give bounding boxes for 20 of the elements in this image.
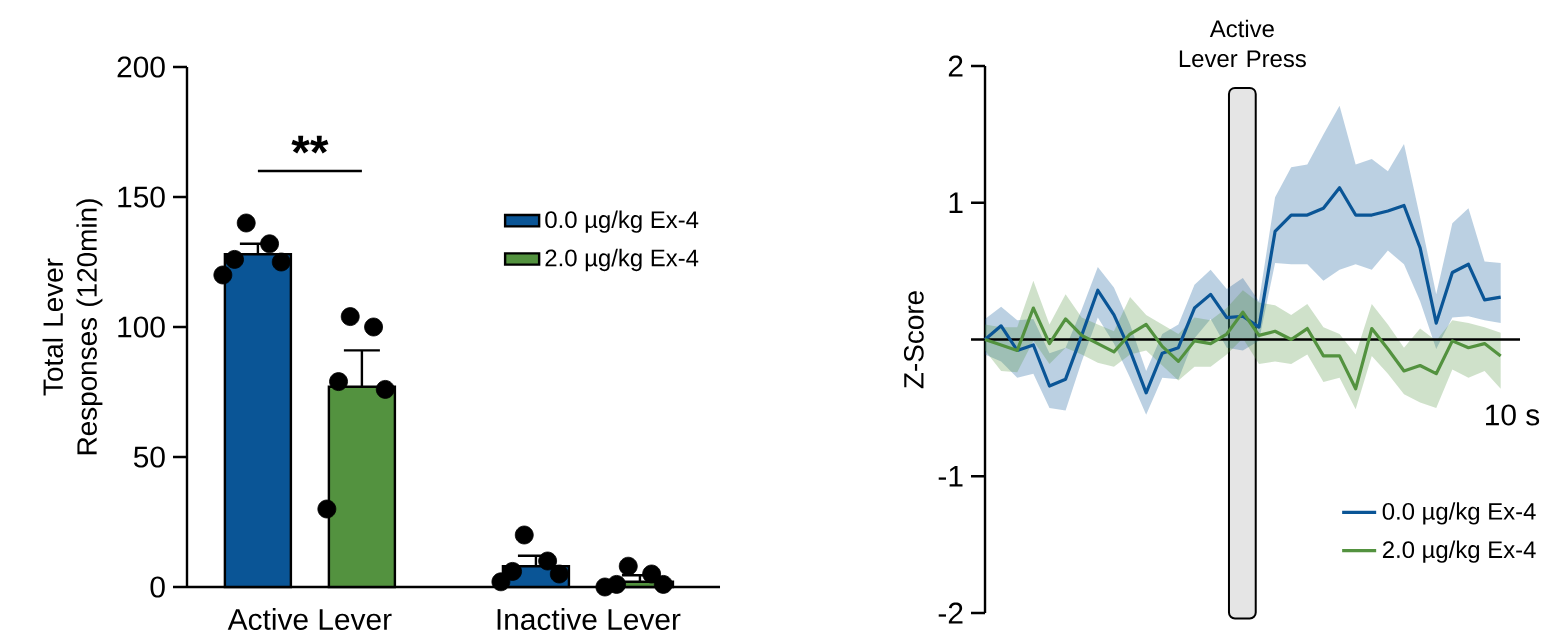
legend-label: 2.0 µg/kg Ex-4 — [545, 248, 699, 272]
legend-label: 2.0 µg/kg Ex-4 — [1382, 540, 1536, 563]
y-tick-label: 50 — [133, 446, 165, 468]
y-tick-label: 200 — [117, 56, 165, 78]
y-tick-label: 2 — [948, 55, 963, 77]
y-tick-label: -2 — [938, 602, 963, 624]
annotation: 10 s — [1486, 404, 1540, 426]
x-tick-label: Inactive Lever — [497, 608, 681, 630]
y-tick-label: 0 — [150, 576, 165, 598]
legend-label: 0.0 µg/kg Ex-4 — [1382, 502, 1536, 525]
legend-label: 0.0 µg/kg Ex-4 — [545, 210, 699, 233]
y-axis-title: Z-Score — [903, 291, 924, 389]
y-tick-label: 150 — [118, 186, 165, 208]
y-tick-label: 100 — [118, 316, 165, 338]
annotation: ** — [291, 135, 329, 154]
annotation: Active Lever Press — [1179, 19, 1306, 68]
x-tick-label: Active Lever — [227, 608, 392, 630]
y-axis-title: Total Lever Responses (120min) — [42, 199, 103, 455]
y-tick-label: -1 — [938, 465, 963, 487]
y-tick-label: 1 — [949, 192, 963, 214]
